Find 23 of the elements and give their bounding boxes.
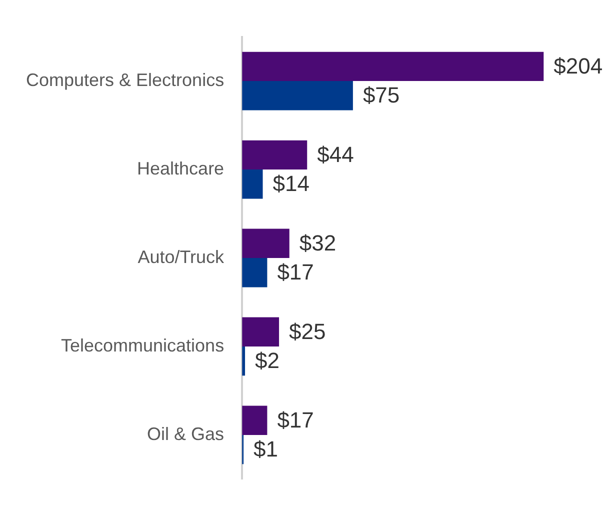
bar <box>242 258 268 288</box>
data-label: $14 <box>272 171 310 196</box>
y-tick-label: Auto/Truck <box>138 246 226 267</box>
bar <box>242 228 290 258</box>
data-label: $32 <box>299 230 336 256</box>
data-label: $2 <box>255 348 280 374</box>
bar <box>242 52 544 82</box>
data-label: $44 <box>317 142 354 167</box>
bar <box>242 81 353 110</box>
data-label: $1 <box>254 436 278 462</box>
data-label: $25 <box>289 318 326 344</box>
bar <box>242 170 263 199</box>
bar <box>242 406 268 435</box>
bar <box>242 140 308 170</box>
data-label: $17 <box>277 260 314 285</box>
data-label: $17 <box>277 407 314 432</box>
y-tick-label: Computers & Electronics <box>26 70 224 90</box>
bar <box>242 317 280 346</box>
y-tick-label: Healthcare <box>137 158 224 178</box>
data-label: $75 <box>362 82 400 108</box>
y-tick-label: Oil & Gas <box>147 424 224 444</box>
data-label: $204 <box>554 54 603 79</box>
y-tick-label: Telecommunications <box>60 335 224 356</box>
